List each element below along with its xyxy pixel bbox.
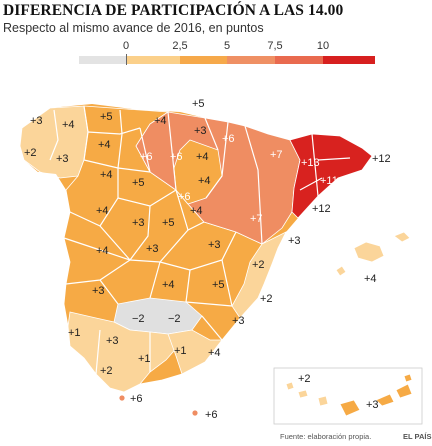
label-segovia: +3 <box>132 217 145 229</box>
label-almeria: +4 <box>208 347 221 359</box>
baleares-ibiza <box>335 265 347 277</box>
region-valencia-low <box>231 231 287 319</box>
legend-swatch-2-5-5 <box>180 56 227 64</box>
label-jaen: −2 <box>168 313 181 325</box>
label-caceres: +4 <box>96 245 109 257</box>
label-cordoba: −2 <box>132 313 145 325</box>
legend-zero-mark <box>126 54 127 65</box>
label-palencia: +6 <box>170 151 183 163</box>
legend-tick-2-5: 2,5 <box>172 40 188 52</box>
chart-title: DIFERENCIA DE PARTICIPACIÓN A LAS 14.00 <box>3 2 344 19</box>
legend-tick-10: 10 <box>316 40 330 52</box>
canary-islands <box>285 373 413 417</box>
chart-subtitle: Respecto al mismo avance de 2016, en pun… <box>3 21 264 35</box>
label-ourense: +3 <box>56 153 69 165</box>
label-huesca: +7 <box>270 149 283 161</box>
label-granada: +1 <box>174 345 187 357</box>
region-centre-north <box>173 139 223 205</box>
label-vizcaya: +5 <box>192 98 205 110</box>
label-tarragona: +12 <box>312 203 331 215</box>
label-asturias: +5 <box>100 111 113 123</box>
label-lugo: +4 <box>62 119 75 131</box>
legend-swatch-0-2-5 <box>126 56 180 64</box>
baleares-islands <box>353 241 385 263</box>
baleares-minorca <box>393 231 411 243</box>
brand-logo-text: EL PAÍS <box>403 432 432 441</box>
label-burgos: +6 <box>140 151 153 163</box>
label-barcelona: +11 <box>320 175 338 187</box>
label-toledo: +3 <box>146 243 159 255</box>
legend-tick-0: 0 <box>122 40 130 52</box>
label-navarra: +6 <box>222 133 235 145</box>
label-baleares: +4 <box>364 273 377 285</box>
label-castellon: +3 <box>288 235 301 247</box>
legend-tick-5: 5 <box>223 40 231 52</box>
label-avila: +5 <box>162 217 175 229</box>
legend-swatch-over-10 <box>323 56 375 64</box>
region-granada-low <box>167 329 223 375</box>
label-sevilla: +3 <box>106 335 119 347</box>
label-zamora: +4 <box>100 169 113 181</box>
spain-province-map: +3 +4 +5 +4 +5 +3 +2 +3 +4 +6 +6 +6 +4 +… <box>0 98 423 425</box>
source-note: Fuente: elaboración propia. <box>280 432 372 441</box>
label-guadalajara: +4 <box>190 205 203 217</box>
label-lleida: +13 <box>301 157 320 169</box>
label-melilla: +6 <box>205 409 218 421</box>
label-alicante: +2 <box>260 293 273 305</box>
legend-swatch-7-5-10 <box>275 56 323 64</box>
label-valencia: +2 <box>252 259 265 271</box>
label-girona: +12 <box>372 153 391 165</box>
label-huelva: +1 <box>68 327 81 339</box>
label-rioja: +4 <box>196 151 209 163</box>
portugal-gap <box>0 172 96 390</box>
label-malaga: +1 <box>138 353 151 365</box>
melilla-dot <box>191 409 199 417</box>
label-acoruna: +3 <box>30 115 43 127</box>
label-ciudadreal: +4 <box>162 279 175 291</box>
label-lpalmas: +2 <box>298 373 311 385</box>
province-labels: +3 +4 +5 +4 +5 +3 +2 +3 +4 +6 +6 +6 +4 +… <box>24 98 391 421</box>
color-legend: 0 2,5 5 7,5 10 <box>79 40 375 66</box>
label-albacete: +5 <box>212 279 225 291</box>
region-catalonia <box>289 133 373 219</box>
ceuta-dot <box>118 394 126 402</box>
label-pontevedra: +2 <box>24 147 37 159</box>
label-tenerife: +3 <box>366 399 379 411</box>
canary-inset-frame <box>273 367 423 425</box>
label-salamanca: +4 <box>96 205 109 217</box>
label-teruel: +7 <box>250 213 263 225</box>
label-zaragoza: +6 <box>178 191 191 203</box>
label-madrid: +3 <box>208 239 221 251</box>
label-cantabria: +4 <box>154 115 167 127</box>
legend-swatch-negative <box>79 56 126 64</box>
label-badajoz: +3 <box>92 285 105 297</box>
label-cadiz: +2 <box>100 365 113 377</box>
province-borders <box>49 105 351 375</box>
label-valladolid: +5 <box>132 177 145 189</box>
label-guipuzcoa: +3 <box>194 125 207 137</box>
label-soria: +4 <box>198 175 211 187</box>
legend-swatch-5-7-5 <box>227 56 275 64</box>
label-ceuta: +6 <box>130 393 143 405</box>
label-leon: +4 <box>98 139 111 151</box>
label-murcia: +3 <box>232 315 245 327</box>
legend-tick-7-5: 7,5 <box>267 40 283 52</box>
